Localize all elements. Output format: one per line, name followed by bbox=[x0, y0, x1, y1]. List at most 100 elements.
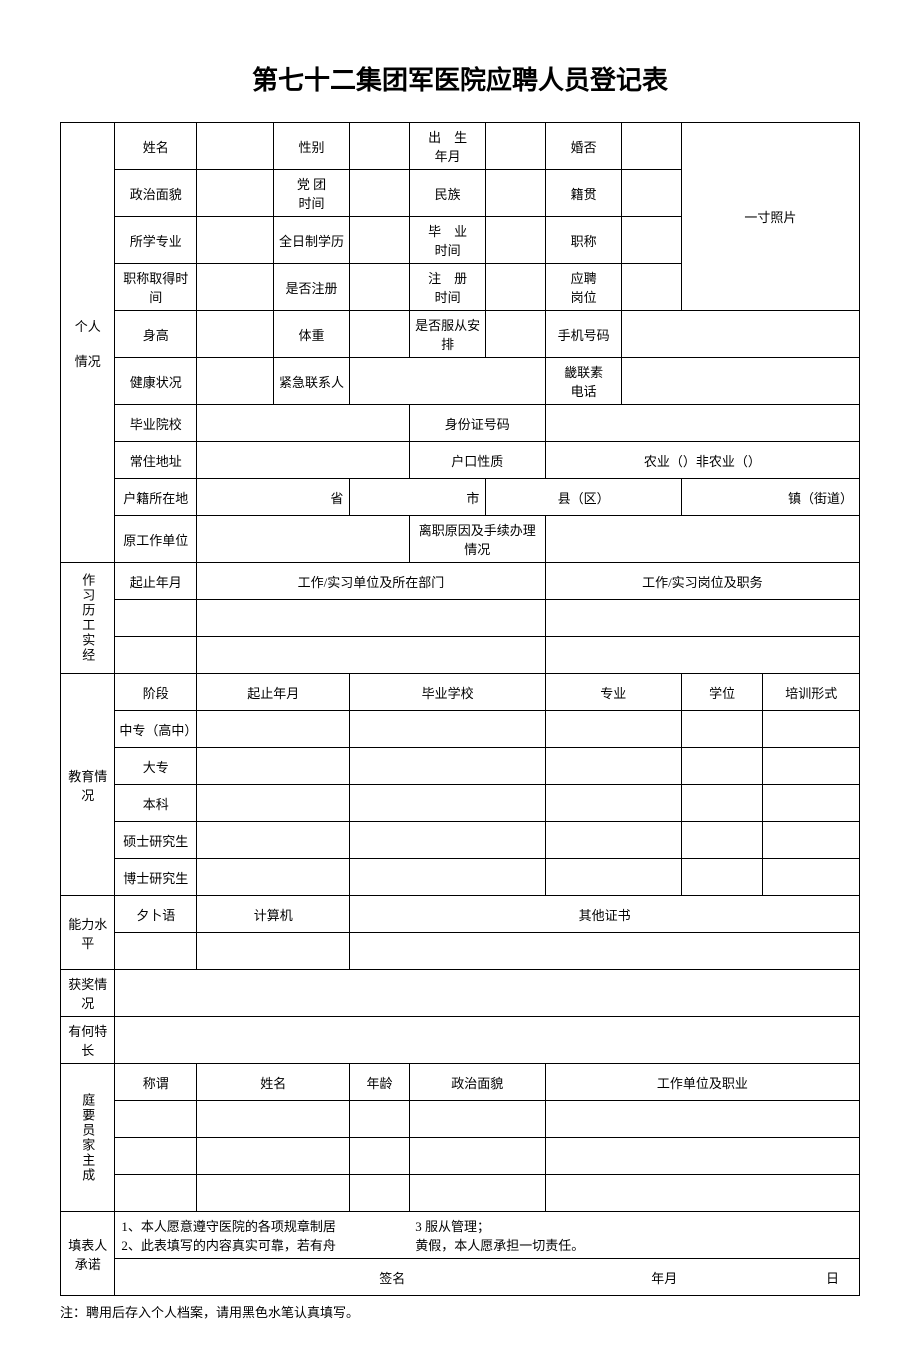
fam-r2-rel[interactable] bbox=[115, 1138, 197, 1175]
edu-s1-school[interactable] bbox=[350, 711, 545, 748]
fam-r3-political[interactable] bbox=[409, 1175, 545, 1212]
edu-s2-period[interactable] bbox=[197, 748, 350, 785]
field-id[interactable] bbox=[545, 405, 859, 442]
edu-s3-school[interactable] bbox=[350, 785, 545, 822]
field-party-time[interactable] bbox=[350, 170, 409, 217]
field-gender[interactable] bbox=[350, 123, 409, 170]
field-obey[interactable] bbox=[486, 311, 545, 358]
edu-s5-degree[interactable] bbox=[681, 859, 763, 896]
field-nation[interactable] bbox=[486, 170, 545, 217]
field-town[interactable]: 镇（街道） bbox=[681, 479, 859, 516]
edu-s1-period[interactable] bbox=[197, 711, 350, 748]
fam-r1-rel[interactable] bbox=[115, 1101, 197, 1138]
fam-h-name: 姓名 bbox=[197, 1064, 350, 1101]
fam-r2-age[interactable] bbox=[350, 1138, 409, 1175]
field-address[interactable] bbox=[197, 442, 410, 479]
edu-s1-form[interactable] bbox=[763, 711, 860, 748]
edu-s5-school[interactable] bbox=[350, 859, 545, 896]
work-r2-period[interactable] bbox=[115, 637, 197, 674]
work-r1-period[interactable] bbox=[115, 600, 197, 637]
work-r1-post[interactable] bbox=[545, 600, 859, 637]
fam-r1-political[interactable] bbox=[409, 1101, 545, 1138]
field-prov[interactable]: 省 bbox=[197, 479, 350, 516]
work-h-period: 起止年月 bbox=[115, 563, 197, 600]
edu-s5-period[interactable] bbox=[197, 859, 350, 896]
fam-r3-rel[interactable] bbox=[115, 1175, 197, 1212]
ability-lang-label: 夕卜语 bbox=[115, 896, 197, 933]
field-native[interactable] bbox=[622, 170, 681, 217]
page-title: 第七十二集团军医院应聘人员登记表 bbox=[60, 60, 860, 97]
field-leave[interactable] bbox=[545, 516, 859, 563]
field-regtime[interactable] bbox=[486, 264, 545, 311]
fam-r3-unit[interactable] bbox=[545, 1175, 859, 1212]
edu-s3-degree[interactable] bbox=[681, 785, 763, 822]
field-mobile[interactable] bbox=[622, 311, 860, 358]
fam-r1-age[interactable] bbox=[350, 1101, 409, 1138]
field-title[interactable] bbox=[622, 217, 681, 264]
edu-s5-major[interactable] bbox=[545, 859, 681, 896]
edu-s2-school[interactable] bbox=[350, 748, 545, 785]
field-birth[interactable] bbox=[486, 123, 545, 170]
field-orig-unit[interactable] bbox=[197, 516, 410, 563]
section-specialty: 有何特长 bbox=[61, 1017, 115, 1064]
edu-h-period: 起止年月 bbox=[197, 674, 350, 711]
edu-s4-school[interactable] bbox=[350, 822, 545, 859]
field-award[interactable] bbox=[115, 970, 860, 1017]
sign-label: 签名 bbox=[115, 1259, 409, 1296]
ability-lang[interactable] bbox=[115, 933, 197, 970]
work-r2-post[interactable] bbox=[545, 637, 859, 674]
edu-s3-period[interactable] bbox=[197, 785, 350, 822]
field-emergency-phone[interactable] bbox=[622, 358, 860, 405]
edu-s4-degree[interactable] bbox=[681, 822, 763, 859]
edu-s3-major[interactable] bbox=[545, 785, 681, 822]
field-city[interactable]: 市 bbox=[350, 479, 486, 516]
edu-s5-form[interactable] bbox=[763, 859, 860, 896]
field-titletime[interactable] bbox=[197, 264, 274, 311]
edu-s1-major[interactable] bbox=[545, 711, 681, 748]
field-weight[interactable] bbox=[350, 311, 409, 358]
field-emergency[interactable] bbox=[350, 358, 545, 405]
field-county[interactable]: 县（区） bbox=[486, 479, 681, 516]
field-height[interactable] bbox=[197, 311, 274, 358]
edu-s2-major[interactable] bbox=[545, 748, 681, 785]
edu-s1-degree[interactable] bbox=[681, 711, 763, 748]
fam-r1-name[interactable] bbox=[197, 1101, 350, 1138]
field-registered[interactable] bbox=[350, 264, 409, 311]
fam-h-rel: 称谓 bbox=[115, 1064, 197, 1101]
field-health[interactable] bbox=[197, 358, 274, 405]
fam-r3-name[interactable] bbox=[197, 1175, 350, 1212]
fam-r2-name[interactable] bbox=[197, 1138, 350, 1175]
fam-r2-unit[interactable] bbox=[545, 1138, 859, 1175]
work-r1-unit[interactable] bbox=[197, 600, 546, 637]
work-r2-unit[interactable] bbox=[197, 637, 546, 674]
edu-s3-form[interactable] bbox=[763, 785, 860, 822]
fam-r3-age[interactable] bbox=[350, 1175, 409, 1212]
edu-s4-form[interactable] bbox=[763, 822, 860, 859]
field-gradtime[interactable] bbox=[486, 217, 545, 264]
ability-other[interactable] bbox=[350, 933, 860, 970]
edu-s4-period[interactable] bbox=[197, 822, 350, 859]
label-political: 政治面貌 bbox=[115, 170, 197, 217]
edu-s2-degree[interactable] bbox=[681, 748, 763, 785]
fam-r2-political[interactable] bbox=[409, 1138, 545, 1175]
field-marriage[interactable] bbox=[622, 123, 681, 170]
field-applypost[interactable] bbox=[622, 264, 681, 311]
label-mobile: 手机号码 bbox=[545, 311, 622, 358]
label-emergency: 紧急联系人 bbox=[273, 358, 350, 405]
label-birth: 出 生 年月 bbox=[409, 123, 486, 170]
field-major[interactable] bbox=[197, 217, 274, 264]
field-political[interactable] bbox=[197, 170, 274, 217]
label-leave: 离职原因及手续办理情况 bbox=[409, 516, 545, 563]
edu-s4-major[interactable] bbox=[545, 822, 681, 859]
field-gradschool[interactable] bbox=[197, 405, 410, 442]
field-specialty[interactable] bbox=[115, 1017, 860, 1064]
fam-r1-unit[interactable] bbox=[545, 1101, 859, 1138]
field-hukou-type[interactable]: 农业（）非农业（） bbox=[545, 442, 859, 479]
field-fulltime[interactable] bbox=[350, 217, 409, 264]
ability-computer[interactable] bbox=[197, 933, 350, 970]
label-applypost: 应聘 岗位 bbox=[545, 264, 622, 311]
sign-day: 日 bbox=[681, 1259, 859, 1296]
field-name[interactable] bbox=[197, 123, 274, 170]
footnote: 注：聘用后存入个人档案，请用黑色水笔认真填写。 bbox=[60, 1302, 860, 1321]
edu-s2-form[interactable] bbox=[763, 748, 860, 785]
